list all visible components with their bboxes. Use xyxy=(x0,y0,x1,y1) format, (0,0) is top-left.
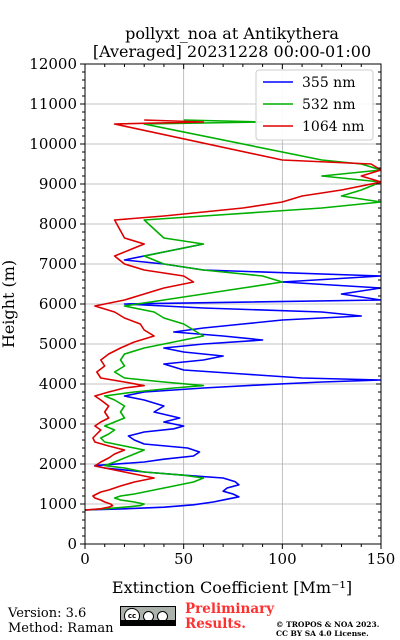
y-tick-label: 5000 xyxy=(39,335,77,353)
legend-label-532-nm: 532 nm xyxy=(302,97,355,113)
legend-label-355-nm: 355 nm xyxy=(302,75,355,91)
plot-series xyxy=(85,119,381,511)
x-tick-label: 0 xyxy=(80,550,90,568)
y-tick-label: 7000 xyxy=(39,255,77,273)
cc-by-sa-icon: cc xyxy=(120,606,176,626)
legend-box xyxy=(255,69,374,141)
y-tick-label: 0 xyxy=(67,535,77,553)
series-line-355-nm xyxy=(85,243,381,511)
copyright-line2: CC BY SA 4.0 License. xyxy=(276,629,369,638)
chart-title-line1: pollyxt_noa at Antikythera xyxy=(125,24,339,43)
y-tick-label: 3000 xyxy=(39,415,77,433)
x-tick-label: 50 xyxy=(174,550,193,568)
x-tick-label: 150 xyxy=(367,550,396,568)
y-tick-label: 9000 xyxy=(39,175,77,193)
y-tick-label: 2000 xyxy=(39,455,77,473)
y-tick-label: 6000 xyxy=(39,295,77,313)
preliminary-results-notice: Preliminary Results. xyxy=(185,602,274,632)
series-line-1064-nm xyxy=(85,119,381,511)
method-text: Method: Raman xyxy=(8,621,114,636)
copyright-line1: © TROPOS & NOA 2023. xyxy=(276,620,380,629)
prelim-line1: Preliminary xyxy=(185,601,275,617)
y-tick-label: 10000 xyxy=(29,135,77,153)
copyright-notice: © TROPOS & NOA 2023. CC BY SA 4.0 Licens… xyxy=(276,620,379,638)
y-tick-label: 11000 xyxy=(29,95,77,113)
y-axis-label: Height (m) xyxy=(0,260,18,348)
y-tick-label: 4000 xyxy=(39,375,77,393)
y-tick-label: 1000 xyxy=(39,495,77,513)
x-axis-label: Extinction Coefficient [Mm⁻¹] xyxy=(112,578,352,597)
x-tick-label: 100 xyxy=(268,550,297,568)
y-tick-label: 8000 xyxy=(39,215,77,233)
version-text: Version: 3.6 xyxy=(8,606,87,621)
chart-title-line2: [Averaged] 20231228 00:00-01:00 xyxy=(93,42,371,61)
series-line-532-nm xyxy=(85,119,381,511)
legend-label-1064-nm: 1064 nm xyxy=(302,119,364,135)
legend: 355 nm 532 nm 1064 nm xyxy=(255,69,374,141)
prelim-line2: Results. xyxy=(185,616,246,632)
axis-ticks: 0 50 100 150 0 1000 2000 3000 4000 5000 6000 7000 80… xyxy=(29,55,395,568)
y-tick-label: 12000 xyxy=(29,55,77,73)
